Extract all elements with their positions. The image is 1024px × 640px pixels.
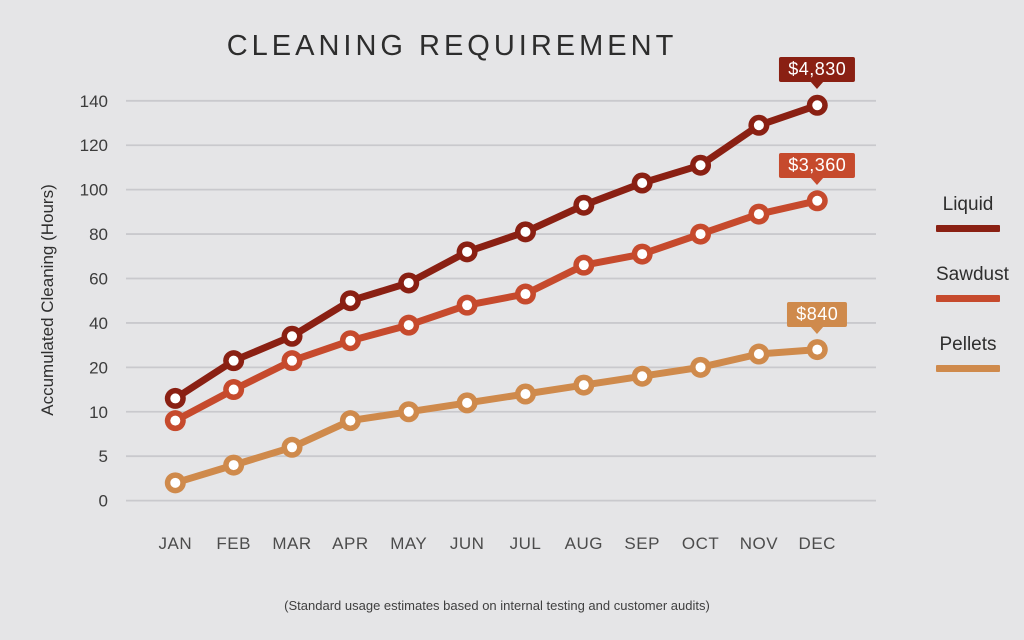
legend-swatch-sawdust: [936, 295, 1000, 302]
y-tick-label: 60: [89, 270, 108, 289]
legend-item-liquid: Liquid: [936, 194, 1000, 232]
liquid-point-center: [345, 295, 356, 306]
pellets-point-center: [637, 371, 648, 382]
liquid-point-center: [462, 246, 473, 257]
legend-item-sawdust: Sawdust: [936, 264, 1009, 302]
liquid-point-center: [812, 100, 823, 111]
legend-label-pellets: Pellets: [939, 334, 997, 355]
sawdust-point-center: [520, 289, 531, 300]
month-label-aug: AUG: [565, 534, 603, 553]
liquid-line: [171, 101, 821, 402]
month-label-may: MAY: [390, 534, 427, 553]
legend-swatch-liquid: [936, 225, 1000, 232]
sawdust-point-center: [695, 229, 706, 240]
pellets-point-center: [753, 349, 764, 360]
value-badge-label-liquid: $4,830: [779, 57, 856, 83]
footnote-caption: (Standard usage estimates based on inter…: [284, 598, 710, 613]
value-badge-liquid: $4,830: [779, 57, 856, 90]
badge-pointer-sawdust: [810, 176, 825, 185]
month-label-mar: MAR: [272, 534, 311, 553]
y-tick-label: 40: [89, 314, 108, 333]
liquid-point-center: [637, 177, 648, 188]
liquid-point-center: [753, 120, 764, 131]
month-label-jan: JAN: [158, 534, 192, 553]
series-group: [164, 94, 828, 494]
month-label-jul: JUL: [510, 534, 542, 553]
legend: Liquid Sawdust Pellets: [936, 194, 1009, 404]
pellets-point-center: [578, 380, 589, 391]
sawdust-point-center: [345, 335, 356, 346]
y-tick-label: 80: [89, 225, 108, 244]
y-tick-label: 5: [99, 447, 108, 466]
value-badge-pellets: $840: [787, 301, 848, 334]
value-badge-sawdust: $3,360: [779, 152, 856, 185]
liquid-point-center: [228, 355, 239, 366]
value-badge-label-pellets: $840: [787, 301, 848, 327]
legend-swatch-pellets: [936, 365, 1000, 372]
sawdust-point-center: [637, 249, 648, 260]
pellets-point-center: [345, 415, 356, 426]
pellets-point-center: [170, 477, 181, 488]
sawdust-point-center: [170, 415, 181, 426]
y-tick-label: 100: [80, 181, 108, 200]
value-badge-label-sawdust: $3,360: [779, 152, 856, 178]
liquid-point-center: [520, 226, 531, 237]
liquid-point-center: [695, 160, 706, 171]
pellets-point-center: [287, 442, 298, 453]
pellets-point-center: [403, 406, 414, 417]
pellets-point-center: [228, 460, 239, 471]
sawdust-point-center: [578, 260, 589, 271]
month-label-sep: SEP: [624, 534, 660, 553]
legend-label-sawdust: Sawdust: [936, 264, 1009, 285]
y-tick-label: 140: [80, 92, 108, 111]
sawdust-point-center: [812, 195, 823, 206]
y-tick-label: 20: [89, 358, 108, 377]
sawdust-point-center: [287, 355, 298, 366]
pellets-point-center: [462, 397, 473, 408]
month-label-apr: APR: [332, 534, 368, 553]
y-tick-labels-group: 0 5 10 20 40 60 80 100 120 140: [80, 92, 108, 511]
month-label-feb: FEB: [216, 534, 251, 553]
y-tick-label: 120: [80, 136, 108, 155]
month-label-nov: NOV: [740, 534, 779, 553]
chart-title: CLEANING REQUIREMENT: [226, 30, 678, 62]
liquid-point-center: [287, 331, 298, 342]
month-label-oct: OCT: [682, 534, 719, 553]
pellets-point-center: [520, 388, 531, 399]
legend-label-liquid: Liquid: [942, 194, 994, 215]
badge-pointer-pellets: [810, 325, 825, 334]
liquid-point-center: [578, 200, 589, 211]
x-tick-labels-group: JAN FEB MAR APR MAY JUN JUL AUG SEP OCT NOV DEC: [158, 534, 835, 553]
badge-pointer-liquid: [810, 81, 825, 90]
y-axis-label: Accumulated Cleaning (Hours): [38, 184, 57, 416]
month-label-jun: JUN: [450, 534, 485, 553]
legend-item-pellets: Pellets: [936, 334, 1000, 372]
liquid-point-center: [170, 393, 181, 404]
y-tick-label: 0: [99, 492, 108, 511]
sawdust-point-center: [753, 209, 764, 220]
y-tick-label: 10: [89, 403, 108, 422]
month-label-dec: DEC: [799, 534, 836, 553]
sawdust-point-center: [403, 320, 414, 331]
sawdust-point-center: [462, 300, 473, 311]
liquid-point-center: [403, 277, 414, 288]
pellets-point-center: [695, 362, 706, 373]
sawdust-point-center: [228, 384, 239, 395]
pellets-point-center: [812, 344, 823, 355]
